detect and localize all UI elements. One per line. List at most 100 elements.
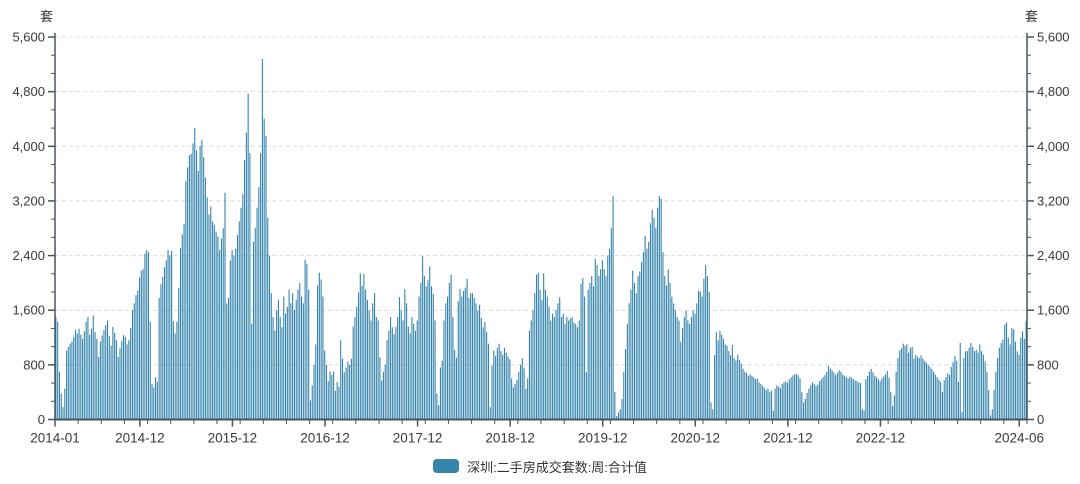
bar (847, 378, 849, 420)
bar (833, 372, 835, 420)
bar (804, 399, 806, 420)
bar (320, 279, 322, 420)
bar (872, 372, 874, 420)
bar (502, 354, 504, 420)
bar (418, 296, 420, 420)
bar (722, 338, 725, 420)
bar (657, 207, 659, 420)
bar (292, 293, 294, 420)
bar (500, 351, 502, 420)
bar (475, 303, 477, 420)
bar (402, 320, 404, 420)
y-tick-label-right: 4,000 (1037, 139, 1070, 154)
bar (776, 385, 778, 420)
bar (566, 317, 568, 420)
bar (103, 330, 105, 420)
bar (626, 323, 628, 420)
y-tick-label-right: 4,800 (1037, 84, 1070, 99)
bar (498, 343, 500, 420)
bar (268, 255, 271, 420)
bar (391, 327, 393, 420)
bar (801, 392, 803, 420)
bar (336, 381, 338, 420)
y-tick-label-left: 5,600 (12, 30, 45, 45)
bar (760, 383, 762, 420)
bar (909, 347, 911, 420)
bar (696, 303, 698, 420)
bar (185, 181, 187, 420)
bar (57, 321, 59, 420)
bar (163, 267, 166, 420)
bar (728, 351, 730, 420)
bar (575, 323, 577, 420)
y-tick-label-left: 2,400 (12, 248, 45, 263)
bar (641, 262, 643, 420)
bar (395, 326, 397, 420)
bar (738, 360, 741, 420)
bar (69, 343, 71, 420)
bar (156, 381, 158, 420)
legend-swatch (433, 459, 460, 473)
bar (979, 344, 981, 420)
bar (601, 260, 603, 420)
bar (918, 358, 920, 420)
bar (256, 207, 258, 420)
bar (281, 327, 283, 420)
bar (664, 276, 666, 420)
bar (781, 383, 783, 420)
bar (560, 317, 563, 420)
bar (922, 358, 924, 420)
bar (785, 381, 787, 420)
bar (454, 349, 456, 420)
bar (263, 118, 265, 420)
bar (671, 296, 673, 420)
bar (466, 278, 468, 420)
bar (73, 336, 75, 420)
bar (208, 214, 210, 420)
bar (117, 357, 119, 420)
bar (238, 221, 240, 420)
bar (393, 334, 395, 420)
bar (530, 320, 532, 420)
bar (368, 310, 370, 420)
bar (893, 395, 895, 420)
bar (795, 373, 798, 420)
bar (203, 157, 205, 420)
bar (596, 265, 598, 420)
bar (943, 380, 945, 420)
bar (585, 372, 587, 420)
bar (991, 409, 993, 420)
bar (90, 328, 93, 420)
bar (548, 306, 550, 420)
bar (443, 320, 445, 420)
bar (788, 379, 790, 420)
bar (240, 207, 242, 420)
y-tick-label-right: 1,600 (1037, 303, 1070, 318)
bar (167, 250, 169, 420)
bar (274, 330, 276, 420)
bar (201, 140, 203, 420)
bar (400, 310, 402, 420)
bar (432, 293, 434, 420)
bar (139, 277, 141, 420)
bar (632, 270, 634, 420)
bar (340, 340, 342, 420)
bar (715, 332, 717, 420)
bar (489, 407, 491, 420)
bar (899, 350, 901, 420)
bar (324, 350, 326, 420)
bar (231, 250, 233, 420)
x-tick-label: 2019-12 (578, 431, 628, 446)
bar (295, 299, 297, 420)
bar (865, 379, 867, 420)
bar (619, 409, 621, 420)
bar (852, 379, 854, 420)
bar (397, 317, 399, 420)
bar (254, 228, 256, 420)
bar (633, 282, 636, 420)
bar (934, 374, 936, 420)
bar (877, 379, 879, 420)
bar (288, 289, 290, 420)
bars-series (55, 58, 1027, 420)
